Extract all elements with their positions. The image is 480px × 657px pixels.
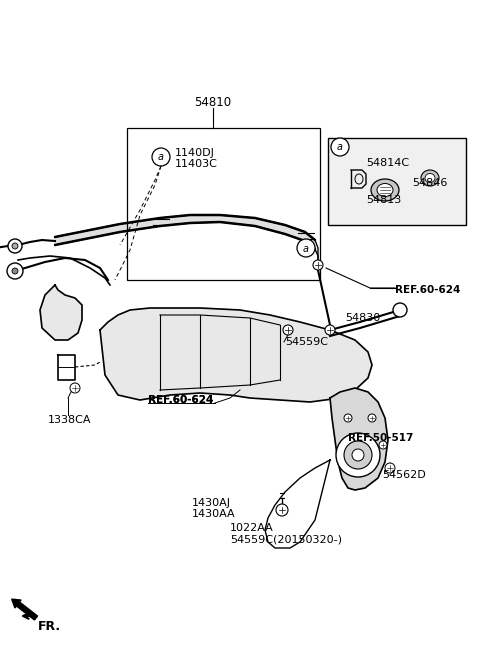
Circle shape: [379, 441, 387, 449]
Polygon shape: [120, 218, 160, 232]
Polygon shape: [190, 215, 220, 223]
Text: a: a: [158, 152, 164, 162]
Text: 54814C: 54814C: [366, 158, 409, 168]
Ellipse shape: [421, 170, 439, 186]
Circle shape: [152, 148, 170, 166]
Polygon shape: [285, 225, 305, 241]
Circle shape: [283, 325, 293, 335]
Polygon shape: [80, 224, 120, 240]
Circle shape: [344, 441, 372, 469]
Circle shape: [276, 504, 288, 516]
Circle shape: [344, 414, 352, 422]
Text: REF.50-517: REF.50-517: [348, 433, 413, 443]
Circle shape: [368, 414, 376, 422]
Circle shape: [336, 433, 380, 477]
Circle shape: [297, 239, 315, 257]
Polygon shape: [40, 285, 82, 340]
Circle shape: [7, 263, 23, 279]
Text: a: a: [303, 244, 309, 254]
Bar: [328, 138, 466, 225]
Circle shape: [385, 463, 395, 473]
Circle shape: [12, 268, 18, 274]
Polygon shape: [55, 232, 80, 245]
Bar: [127, 128, 320, 280]
Ellipse shape: [377, 183, 393, 196]
Text: REF.60-624: REF.60-624: [148, 395, 214, 405]
Circle shape: [393, 303, 407, 317]
Ellipse shape: [371, 179, 399, 201]
Text: 1338CA: 1338CA: [48, 415, 92, 425]
Text: REF.60-624: REF.60-624: [148, 395, 214, 405]
Text: FR.: FR.: [38, 620, 61, 633]
Text: 54810: 54810: [194, 97, 231, 110]
Polygon shape: [220, 215, 255, 226]
Text: 54830: 54830: [345, 313, 380, 323]
Circle shape: [331, 138, 349, 156]
Circle shape: [8, 239, 22, 253]
Text: 1430AJ: 1430AJ: [192, 498, 231, 508]
Polygon shape: [305, 232, 315, 249]
Text: 54559C(20150320-): 54559C(20150320-): [230, 534, 342, 544]
Text: 54813: 54813: [366, 195, 401, 205]
Polygon shape: [160, 215, 190, 226]
Text: 1022AA: 1022AA: [230, 523, 274, 533]
Text: 1430AA: 1430AA: [192, 509, 236, 519]
Polygon shape: [255, 218, 285, 234]
Circle shape: [313, 260, 323, 270]
Text: REF.60-624: REF.60-624: [395, 285, 460, 295]
Text: 11403C: 11403C: [175, 159, 218, 169]
Circle shape: [325, 325, 335, 335]
Text: 54846: 54846: [412, 178, 447, 188]
Ellipse shape: [425, 173, 435, 183]
Circle shape: [12, 243, 18, 249]
FancyArrow shape: [12, 599, 37, 620]
Text: 54559C: 54559C: [285, 337, 328, 347]
Text: a: a: [337, 143, 343, 152]
Text: 1140DJ: 1140DJ: [175, 148, 215, 158]
Circle shape: [70, 383, 80, 393]
Polygon shape: [330, 388, 388, 490]
Polygon shape: [100, 308, 372, 402]
Circle shape: [352, 449, 364, 461]
Text: 54562D: 54562D: [382, 470, 426, 480]
